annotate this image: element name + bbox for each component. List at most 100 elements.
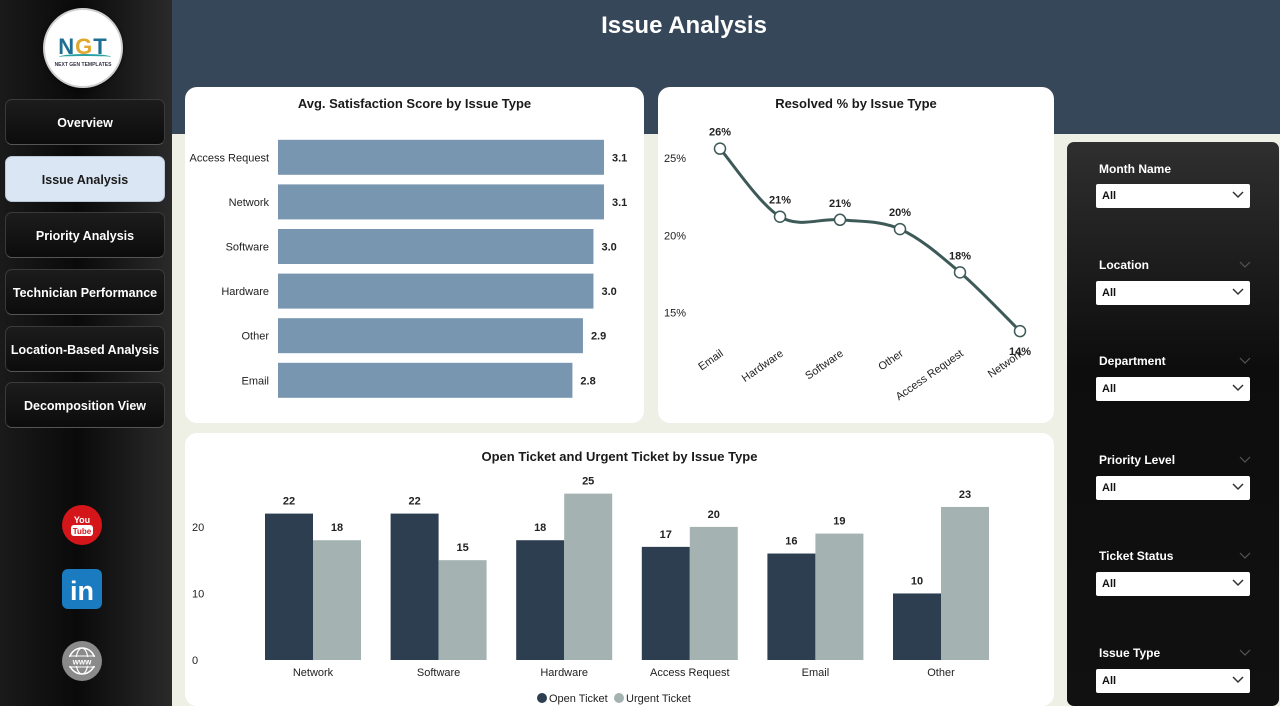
filter-priority-level-select[interactable]: All [1096,476,1250,500]
data-label-email: 2.8 [580,375,595,387]
website-globe-icon[interactable]: www [61,640,103,682]
data-label-urgent-ticket-network: 18 [331,522,343,534]
nav-priority-analysis-button[interactable]: Priority Analysis [5,212,165,258]
point-other [893,222,907,236]
y-tick-label-15: 15% [664,308,686,320]
chevron-down-icon[interactable] [1238,648,1252,658]
filter-priority-level-value: All [1102,482,1117,494]
y-tick-label-email: Email [241,375,269,387]
y-tick-label-0: 0 [192,655,198,667]
point-network [1013,324,1027,338]
legend-marker-open-ticket [537,693,547,703]
satisfaction-chart: Access Request 3.1 Network 3.1 Software 3.0 Ha… [190,139,627,398]
bar-open-ticket-network [265,513,313,660]
logo-swoosh-icon [59,54,111,60]
bar-urgent-ticket-software [438,560,487,660]
open-urgent-chart-card: Open Ticket and Urgent Ticket by Issue T… [185,433,1054,706]
chevron-down-icon[interactable] [1238,455,1252,465]
y-tick-label-20: 20% [664,230,686,242]
resolved-chart-title: Resolved % by Issue Type [775,96,937,111]
youtube-icon[interactable]: You Tube [61,504,103,546]
y-tick-label-access-request: Access Request [190,152,269,164]
chevron-down-icon [1232,191,1244,199]
data-label-open-ticket-other: 10 [911,575,923,587]
x-tick-label-software: Software [417,667,460,679]
filter-issue-type-select[interactable]: All [1096,669,1250,693]
satisfaction-chart-title: Avg. Satisfaction Score by Issue Type [297,96,532,111]
data-label-open-ticket-access-request: 17 [660,529,672,541]
legend-label-urgent-ticket: Urgent Ticket [626,693,691,705]
bar-urgent-ticket-hardware [564,493,613,660]
point-access-request [953,266,967,279]
point-software [833,213,847,227]
bar-hardware [278,273,594,309]
x-tick-label-access-request: Access Request [650,667,729,679]
chevron-down-icon [1232,483,1244,491]
y-tick-label-software: Software [226,242,269,254]
y-tick-label-20: 20 [192,522,204,534]
x-tick-label-email: Email [696,348,725,374]
x-tick-label-network: Network [986,347,1026,380]
satisfaction-chart-card: Avg. Satisfaction Score by Issue Type Ac… [185,87,644,423]
y-tick-label-25: 25% [664,153,686,165]
data-label-email: 26% [709,127,731,139]
filter-month-name-select[interactable]: All [1096,184,1250,208]
filter-location-select[interactable]: All [1096,281,1250,305]
data-label-other: 20% [889,207,911,219]
nav-technician-performance-button[interactable]: Technician Performance [5,269,165,315]
nav-location-based-analysis-button[interactable]: Location-Based Analysis [5,326,165,372]
linkedin-icon[interactable]: in [61,568,103,610]
bar-open-ticket-email [767,553,816,660]
chevron-down-icon[interactable] [1238,551,1252,561]
filter-location-value: All [1102,287,1117,299]
filter-priority-level-label: Priority Level [1099,453,1176,467]
logo-text: NGT [58,34,108,59]
legend-marker-urgent-ticket [614,693,624,703]
series-line-resolved [718,147,1022,333]
sidebar: NGT NEXT GEN TEMPLATES Overview Issue An… [0,0,172,706]
data-label-urgent-ticket-hardware: 25 [582,476,594,488]
open-urgent-chart: 0 10 20 22 18 Network 22 15 Software 18 25 Hardware… [192,476,989,705]
bar-open-ticket-other [893,593,941,660]
x-tick-label-email: Email [802,667,830,679]
data-label-network: 3.1 [612,197,627,209]
chevron-down-icon [1232,676,1244,684]
chevron-down-icon[interactable] [1238,356,1252,366]
filter-issue-type-label: Issue Type [1099,646,1161,660]
bar-software [278,229,594,264]
data-label-access-request: 18% [949,250,971,262]
nav-decomposition-view-button[interactable]: Decomposition View [5,382,165,428]
filter-panel: Month Name All Location All Department A… [1067,142,1279,706]
point-hardware [773,210,787,223]
data-label-hardware: 21% [769,195,791,207]
x-tick-label-software: Software [803,348,845,383]
youtube-bottom-text: Tube [73,527,92,536]
filter-department-value: All [1102,383,1117,395]
filter-ticket-status-select[interactable]: All [1096,572,1250,596]
bar-other [278,318,583,354]
page-title: Issue Analysis [601,12,767,39]
logo[interactable]: NGT NEXT GEN TEMPLATES [43,8,123,88]
chevron-down-icon [1232,384,1244,392]
bar-access-request [278,139,604,175]
filter-month-name-label: Month Name [1099,162,1171,176]
data-label-open-ticket-email: 16 [785,536,797,548]
resolved-chart-card: Resolved % by Issue Type 15% 20% 25% 26% Ema… [658,87,1054,423]
nav-issue-analysis-button[interactable]: Issue Analysis [5,156,165,202]
chevron-down-icon [1232,288,1244,296]
chevron-down-icon[interactable] [1238,260,1252,270]
data-label-network: 14% [1009,346,1031,358]
filter-ticket-status-value: All [1102,578,1117,590]
legend-label-open-ticket: Open Ticket [549,693,608,705]
bar-urgent-ticket-access-request [689,526,738,660]
data-label-urgent-ticket-access-request: 20 [708,509,720,521]
linkedin-text: in [70,576,94,606]
data-label-access-request: 3.1 [612,152,627,164]
bar-open-ticket-access-request [641,546,690,660]
filter-department-select[interactable]: All [1096,377,1250,401]
bar-network [278,184,604,220]
x-tick-label-other: Other [927,667,955,679]
nav-overview-button[interactable]: Overview [5,99,165,145]
filter-issue-type-value: All [1102,675,1117,687]
data-label-other: 2.9 [591,331,606,343]
